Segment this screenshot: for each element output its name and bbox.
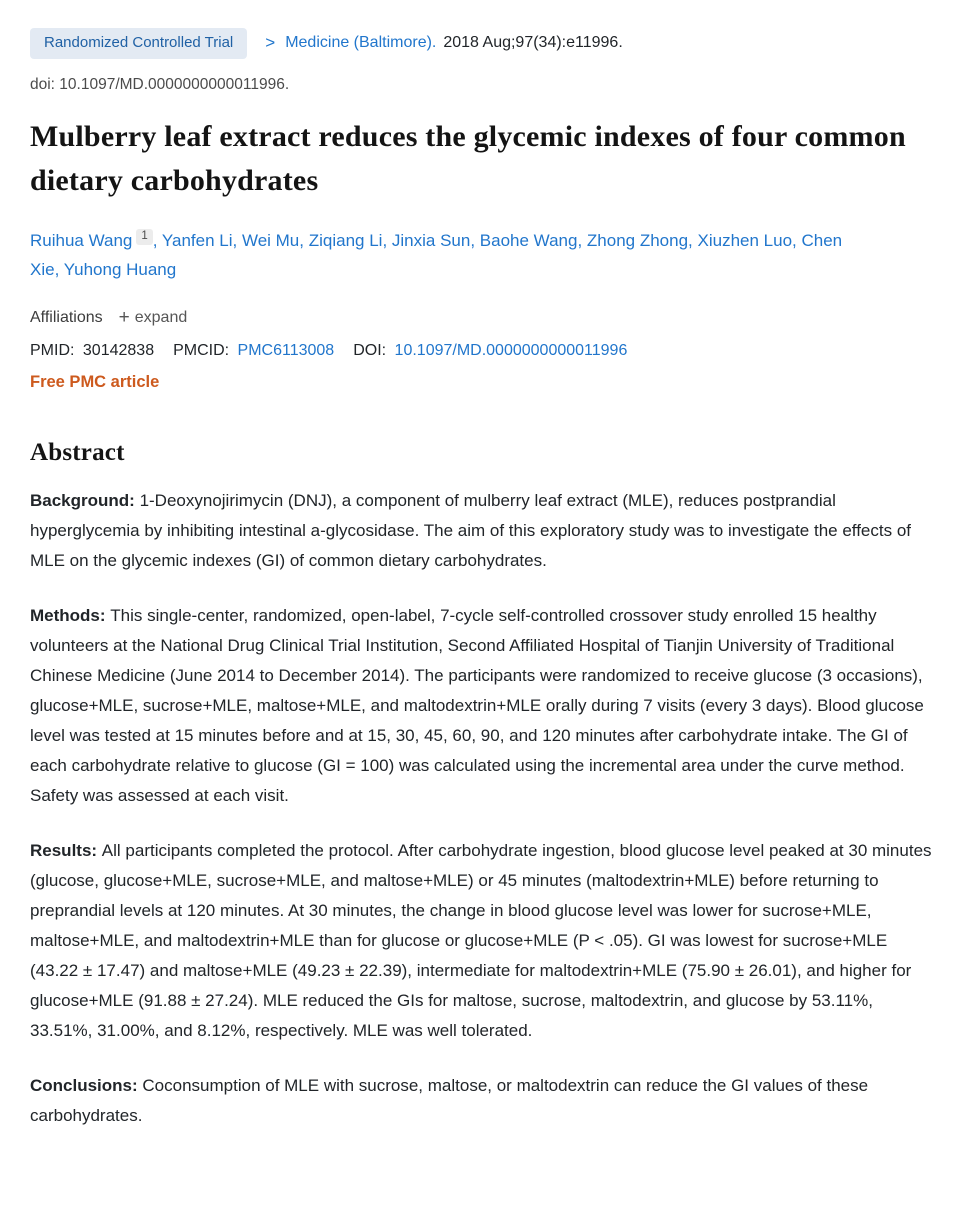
- publication-type-badge[interactable]: Randomized Controlled Trial: [30, 28, 248, 59]
- section-text: Coconsumption of MLE with sucrose, malto…: [30, 1076, 869, 1126]
- journal-link[interactable]: Medicine (Baltimore).: [285, 33, 437, 51]
- abstract-paragraph: Methods: This single-center, randomized,…: [30, 601, 934, 811]
- abstract-heading: Abstract: [30, 439, 125, 467]
- author-link[interactable]: Wei Mu: [241, 230, 300, 250]
- doi-label: DOI:: [353, 342, 387, 360]
- affiliations-label: Affiliations: [30, 309, 103, 327]
- pmcid-link[interactable]: PMC6113008: [237, 342, 335, 360]
- identifiers-row: PMID: 30142838 PMCID: PMC6113008 DOI: 10…: [30, 342, 934, 360]
- author-separator: ,: [299, 230, 309, 250]
- free-pmc-article-link[interactable]: Free PMC article: [30, 373, 160, 392]
- author-link[interactable]: Zhong Zhong: [586, 230, 689, 250]
- author-separator: ,: [54, 259, 64, 279]
- author-separator: ,: [470, 230, 480, 250]
- doi-group: DOI: 10.1097/MD.0000000000011996: [353, 342, 627, 360]
- section-label: Methods:: [30, 606, 111, 626]
- pmcid-group: PMCID: PMC6113008: [173, 342, 334, 360]
- pmcid-label: PMCID:: [173, 342, 230, 360]
- author-separator: ,: [232, 230, 242, 250]
- section-label: Results:: [30, 841, 102, 861]
- affiliation-superscript[interactable]: 1: [136, 228, 153, 246]
- abstract-body: Background: 1-Deoxynojirimycin (DNJ), a …: [30, 486, 934, 1131]
- author-separator: ,: [792, 230, 802, 250]
- pmid-label: PMID:: [30, 342, 75, 360]
- section-text: 1-Deoxynojirimycin (DNJ), a component of…: [30, 491, 911, 571]
- abstract-paragraph: Background: 1-Deoxynojirimycin (DNJ), a …: [30, 486, 934, 576]
- section-text: All participants completed the protocol.…: [30, 841, 932, 1041]
- article-title: Mulberry leaf extract reduces the glycem…: [30, 119, 906, 197]
- author-separator: ,: [688, 230, 698, 250]
- abstract-paragraph: Results: All participants completed the …: [30, 836, 934, 1046]
- author-link[interactable]: Baohe Wang: [479, 230, 578, 250]
- expand-label: expand: [134, 309, 188, 327]
- section-label: Conclusions:: [30, 1076, 143, 1096]
- author-link[interactable]: Jinxia Sun: [391, 230, 471, 250]
- author-link[interactable]: Yanfen Li: [161, 230, 233, 250]
- pmid-value: 30142838: [82, 342, 155, 360]
- doi-link[interactable]: 10.1097/MD.0000000000011996: [394, 342, 628, 360]
- expand-affiliations-button[interactable]: + expand: [119, 307, 188, 329]
- author-link[interactable]: Xiuzhen Luo: [697, 230, 793, 250]
- author-link[interactable]: Ruihua Wang: [30, 230, 133, 250]
- citation-row: Randomized Controlled Trial > Medicine (…: [30, 28, 934, 59]
- author-link[interactable]: Chen Xie: [30, 230, 843, 279]
- author-link[interactable]: Yuhong Huang: [63, 259, 177, 279]
- author-separator: ,: [577, 230, 587, 250]
- author-separator: ,: [382, 230, 392, 250]
- chevron-right-icon: >: [265, 33, 276, 53]
- authors-list: Ruihua Wang 1, Yanfen Li, Wei Mu, Ziqiang…: [30, 226, 860, 284]
- citation-text: 2018 Aug;97(34):e11996.: [443, 33, 623, 51]
- affiliations-row: Affiliations + expand: [30, 307, 934, 329]
- article-abstract-page: Randomized Controlled Trial > Medicine (…: [30, 28, 934, 1131]
- section-label: Background:: [30, 491, 140, 511]
- author-link[interactable]: Ziqiang Li: [308, 230, 383, 250]
- doi-text: doi: 10.1097/MD.0000000000011996.: [30, 75, 290, 93]
- section-text: This single-center, randomized, open-lab…: [30, 606, 924, 806]
- plus-icon: +: [118, 307, 130, 329]
- abstract-paragraph: Conclusions: Coconsumption of MLE with s…: [30, 1071, 934, 1131]
- pmid-group: PMID: 30142838: [30, 342, 154, 360]
- author-separator: ,: [152, 230, 162, 250]
